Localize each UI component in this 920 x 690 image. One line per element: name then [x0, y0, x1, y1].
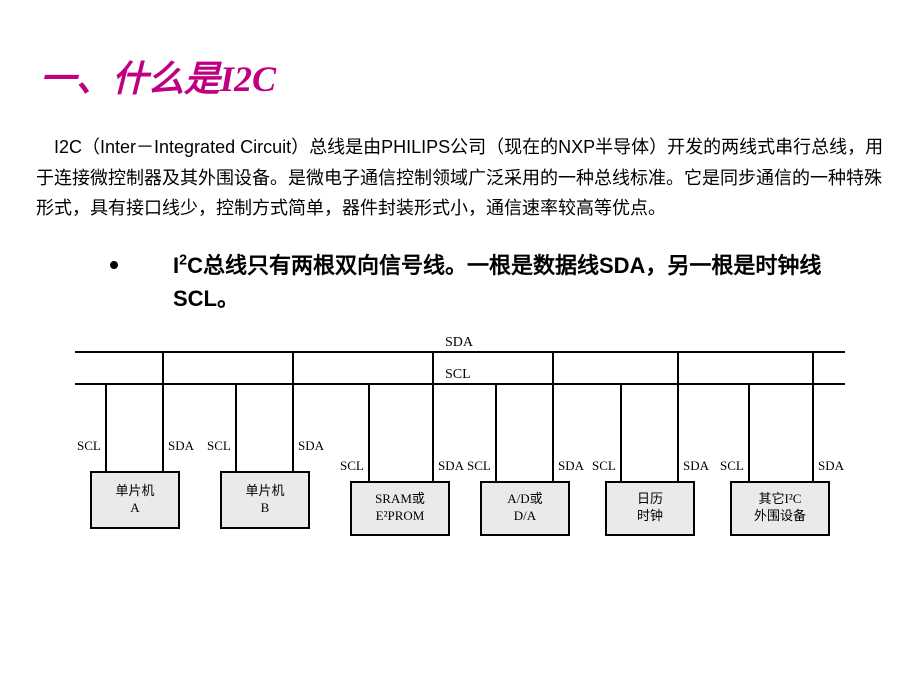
device-label-line: SRAM或 [375, 491, 425, 508]
sda-stub-line [292, 351, 294, 471]
sda-stub-line [812, 351, 814, 481]
device-label-line: 其它I²C [759, 491, 802, 508]
intro-paragraph: I2C（Inter－Integrated Circuit）总线是由PHILIPS… [30, 132, 890, 224]
device-box: 单片机B [220, 471, 310, 529]
bullet-item: I2C总线只有两根双向信号线。一根是数据线SDA，另一根是时钟线SCL。 [110, 249, 890, 315]
sda-stub-line [162, 351, 164, 471]
pin-label-sda: SDA [168, 438, 194, 454]
device-label-line: A [130, 500, 139, 517]
device-box: A/D或D/A [480, 481, 570, 536]
device-box: 其它I²C外围设备 [730, 481, 830, 536]
device-label-line: 外围设备 [754, 508, 806, 525]
scl-stub-line [495, 383, 497, 481]
slide-title: 一、什么是I2C [30, 50, 890, 102]
device-label-line: 单片机 [115, 483, 154, 500]
device-label-line: A/D或 [507, 491, 542, 508]
sda-stub-line [677, 351, 679, 481]
pin-label-scl: SCL [720, 458, 744, 474]
pin-label-scl: SCL [207, 438, 231, 454]
device-label-line: 单片机 [245, 483, 284, 500]
sda-bus-label: SDA [445, 335, 473, 351]
bullet-text: I2C总线只有两根双向信号线。一根是数据线SDA，另一根是时钟线SCL。 [173, 249, 830, 315]
pin-label-sda: SDA [438, 458, 464, 474]
bullet-superscript: 2 [179, 252, 187, 268]
sda-stub-line [552, 351, 554, 481]
scl-stub-line [235, 383, 237, 471]
i2c-bus-diagram: SDASCLSCLSDA单片机ASCLSDA单片机BSCLSDASRAM或E²P… [50, 333, 870, 563]
bullet-rest: C总线只有两根双向信号线。一根是数据线SDA，另一根是时钟线SCL。 [173, 253, 821, 311]
pin-label-scl: SCL [467, 458, 491, 474]
sda-bus-line [75, 351, 845, 353]
pin-label-sda: SDA [298, 438, 324, 454]
device-label-line: E²PROM [376, 508, 425, 525]
slide: 一、什么是I2C I2C（Inter－Integrated Circuit）总线… [0, 0, 920, 690]
pin-label-scl: SCL [592, 458, 616, 474]
scl-bus-line [75, 383, 845, 385]
pin-label-sda: SDA [818, 458, 844, 474]
pin-label-scl: SCL [340, 458, 364, 474]
device-label-line: D/A [514, 508, 536, 525]
scl-stub-line [368, 383, 370, 481]
device-label-line: B [261, 500, 270, 517]
scl-stub-line [620, 383, 622, 481]
device-label-line: 日历 [637, 491, 663, 508]
pin-label-sda: SDA [683, 458, 709, 474]
scl-stub-line [748, 383, 750, 481]
pin-label-scl: SCL [77, 438, 101, 454]
device-box: SRAM或E²PROM [350, 481, 450, 536]
scl-stub-line [105, 383, 107, 471]
scl-bus-label: SCL [445, 367, 471, 383]
device-label-line: 时钟 [637, 508, 663, 525]
device-box: 单片机A [90, 471, 180, 529]
bullet-dot-icon [110, 261, 118, 269]
pin-label-sda: SDA [558, 458, 584, 474]
device-box: 日历时钟 [605, 481, 695, 536]
sda-stub-line [432, 351, 434, 481]
